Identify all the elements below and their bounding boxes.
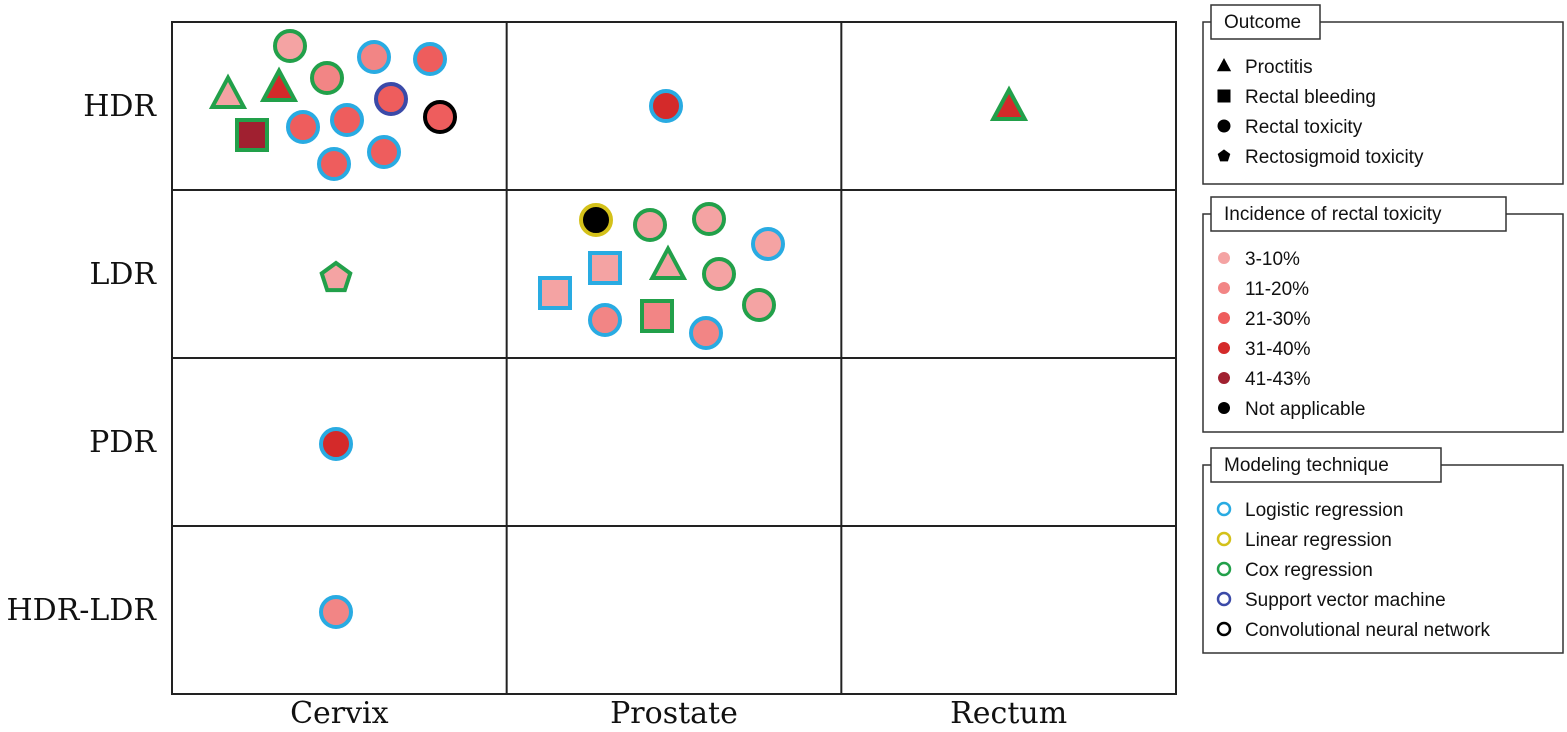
legend-outcome-circle-icon: [1217, 119, 1231, 133]
study-marker-hdr-cervix-6: [357, 40, 391, 74]
row-label-hdr: HDR: [83, 89, 157, 124]
legend-outcome-label-proctitis: Proctitis: [1245, 57, 1313, 78]
study-marker-ldr-prostate-6: [648, 244, 688, 280]
row-label-ldr: LDR: [89, 257, 157, 292]
study-marker-hdr-cervix-7: [374, 82, 408, 116]
study-marker-ldr-prostate-4: [751, 227, 785, 261]
legend-incidence-swatch-11-20: [1218, 282, 1230, 294]
row-label-pdr: PDR: [89, 425, 157, 460]
legend-technique-swatch-support-vector-machine: [1216, 591, 1232, 607]
legend-incidence-swatch-31-40: [1218, 342, 1230, 354]
legend-technique-label-cox-regression: Cox regression: [1245, 560, 1373, 581]
legend-outcome-title-box: [1210, 4, 1321, 40]
legend-incidence-swatch-41-43: [1218, 372, 1230, 384]
row-label-hdr-ldr: HDR-LDR: [6, 593, 157, 628]
study-marker-ldr-prostate-8: [538, 276, 572, 310]
study-marker-ldr-prostate-5: [588, 251, 622, 285]
study-marker-hdr-ldr-cervix-1: [319, 595, 353, 629]
legend-incidence-title-box: [1210, 196, 1507, 232]
study-markers: [208, 29, 1029, 629]
legend-technique-swatch-logistic-regression: [1216, 501, 1232, 517]
legend-technique-box: [1202, 464, 1564, 654]
legend-incidence-swatch-21-30: [1218, 312, 1230, 324]
study-marker-hdr-cervix-8: [413, 42, 447, 76]
legend-incidence-swatch-3-10: [1218, 252, 1230, 264]
study-marker-hdr-cervix-11: [423, 100, 457, 134]
legend-incidence-label-3-10: 3-10%: [1245, 249, 1300, 270]
legend-outcome-label-rectal-bleeding: Rectal bleeding: [1245, 87, 1376, 108]
legend-outcome-box: [1202, 21, 1564, 185]
study-marker-ldr-prostate-2: [633, 208, 667, 242]
study-marker-ldr-prostate-10: [640, 299, 674, 333]
legend-incidence-label-11-20: 11-20%: [1245, 279, 1309, 300]
study-marker-hdr-cervix-12: [367, 135, 401, 169]
study-marker-ldr-prostate-7: [702, 257, 736, 291]
column-label-prostate: Prostate: [610, 696, 738, 731]
study-marker-hdr-cervix-10: [286, 110, 320, 144]
study-marker-ldr-prostate-9: [588, 303, 622, 337]
legend-incidence: Incidence of rectal toxicity 3-10% 11-20% 2…: [1202, 196, 1564, 433]
row-labels: HDR LDR PDR HDR-LDR: [6, 89, 157, 628]
legend-outcome-pentagon-icon: [1217, 149, 1231, 162]
legend-technique-swatch-linear-regression: [1216, 531, 1232, 547]
study-marker-hdr-cervix-2: [259, 66, 299, 102]
legend-technique-label-linear-regression: Linear regression: [1245, 530, 1392, 551]
legend-technique: Modeling technique Logistic regression Lin…: [1202, 447, 1564, 654]
study-marker-hdr-cervix-4: [273, 29, 307, 63]
study-marker-hdr-cervix-13: [317, 147, 351, 181]
legend-technique-label-logistic-regression: Logistic regression: [1245, 500, 1403, 521]
legend-technique-label-convolutional-neural-network: Convolutional neural network: [1245, 620, 1491, 641]
legend-incidence-label-21-30: 21-30%: [1245, 309, 1311, 330]
legend-outcome: Outcome Proctitis Rectal bleeding Rectal to…: [1202, 4, 1564, 185]
legend-technique-title-box: [1210, 447, 1442, 483]
study-marker-ldr-prostate-3: [692, 202, 726, 236]
study-marker-hdr-cervix-5: [310, 61, 344, 95]
matrix-grid: [171, 21, 1177, 695]
legend-outcome-title: Outcome: [1224, 12, 1301, 33]
legend-incidence-label-not-applicable: Not applicable: [1245, 399, 1365, 420]
study-marker-hdr-prostate-1: [649, 89, 683, 123]
legend-incidence-label-31-40: 31-40%: [1245, 339, 1311, 360]
study-marker-hdr-cervix-9: [330, 103, 364, 137]
study-marker-ldr-prostate-1: [579, 203, 613, 237]
column-labels: Cervix Prostate Rectum: [290, 696, 1067, 731]
study-marker-pdr-cervix-1: [319, 427, 353, 461]
legend-outcome-label-rectal-toxicity: Rectal toxicity: [1245, 117, 1363, 138]
study-marker-hdr-cervix-1: [208, 73, 248, 109]
legend-technique-swatch-convolutional-neural-network: [1216, 621, 1232, 637]
column-label-cervix: Cervix: [290, 696, 389, 731]
study-marker-hdr-cervix-3: [235, 118, 269, 152]
legend-technique-title: Modeling technique: [1224, 455, 1389, 476]
study-marker-ldr-prostate-12: [689, 316, 723, 350]
legend-technique-label-support-vector-machine: Support vector machine: [1245, 590, 1446, 611]
legends: Outcome Proctitis Rectal bleeding Rectal to…: [1202, 4, 1564, 654]
legend-outcome-label-rectosigmoid-toxicity: Rectosigmoid toxicity: [1245, 147, 1424, 168]
legend-outcome-square-icon: [1217, 89, 1231, 103]
column-label-rectum: Rectum: [950, 696, 1067, 731]
legend-incidence-label-41-43: 41-43%: [1245, 369, 1311, 390]
study-marker-ldr-cervix-1: [319, 260, 353, 293]
legend-outcome-triangle-icon: [1216, 58, 1232, 72]
legend-incidence-box: [1202, 213, 1564, 433]
study-marker-hdr-rectum-1: [989, 85, 1029, 121]
legend-technique-swatch-cox-regression: [1216, 561, 1232, 577]
study-marker-ldr-prostate-11: [742, 288, 776, 322]
legend-incidence-title: Incidence of rectal toxicity: [1224, 204, 1442, 225]
legend-incidence-swatch-not-applicable: [1218, 402, 1230, 414]
